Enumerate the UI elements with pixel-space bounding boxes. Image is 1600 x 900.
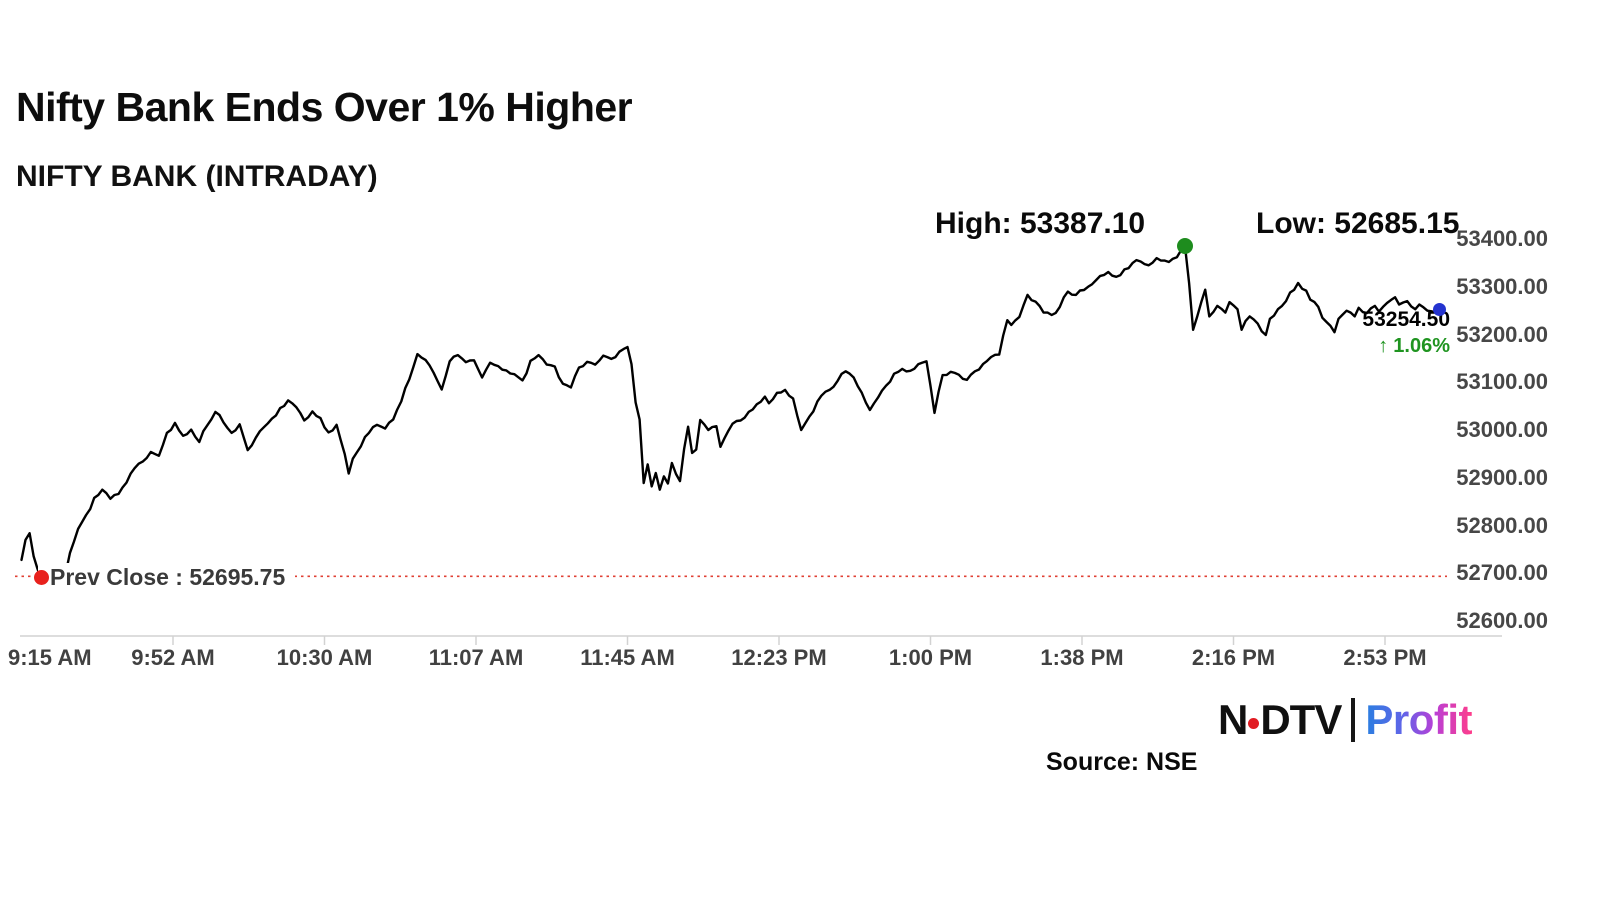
x-axis-tick-label: 2:16 PM [1191,645,1276,670]
x-axis-tick-label: 10:30 AM [276,645,373,670]
logo-separator-bar [1351,698,1356,742]
y-axis-tick-label: 52700.00 [1456,560,1548,586]
prev-close-label: Prev Close : 52695.75 [38,563,296,593]
x-axis-tick-label: 9:52 AM [131,645,215,670]
y-axis-tick-label: 53400.00 [1456,226,1548,251]
last-price-callout: 53254.50 ↑ 1.06% [1362,308,1450,358]
page-title: Nifty Bank Ends Over 1% Higher [16,84,633,130]
y-axis-tick-label: 52900.00 [1456,464,1548,490]
ndtv-logo-dtv: DTV [1260,696,1342,743]
x-axis-tick-label: 1:00 PM [888,645,973,670]
profit-logo-text: Profit [1365,696,1472,743]
x-axis-tick-label: 11:45 AM [580,645,675,670]
chart-subtitle: NIFTY BANK (INTRADAY) [16,160,378,193]
y-axis-tick-label: 53200.00 [1456,321,1548,347]
x-axis-tick-label: 1:38 PM [1040,645,1124,670]
y-axis-tick-label: 52800.00 [1456,512,1548,538]
high-annotation: High: 53387.10 [935,207,1146,240]
y-axis-tick-label: 53000.00 [1456,417,1548,442]
low-annotation: Low: 52685.15 [1256,207,1460,240]
x-axis-tick-label: 11:07 AM [428,645,524,670]
last-price-marker-dot [1433,302,1447,316]
ndtv-profit-logo: N DTV Profit [1218,696,1472,744]
y-axis-tick-label: 53100.00 [1456,369,1548,395]
open-low-marker-dot [34,569,50,585]
ndtv-logo-red-dot-icon [1248,717,1260,729]
x-axis-tick-label: 2:53 PM [1343,645,1427,670]
source-attribution: Source: NSE [1046,748,1198,776]
change-percent-value: 1.06% [1393,335,1450,357]
x-axis-tick-label: 9:15 AM [8,645,92,670]
ndtv-logo-n: N [1218,696,1248,743]
change-percent: ↑ 1.06% [1362,335,1450,358]
up-arrow-icon: ↑ [1378,335,1389,357]
ndtv-logo-text: N DTV [1218,696,1342,744]
y-axis-tick-label: 52600.00 [1456,608,1548,633]
last-price-value: 53254.50 [1362,308,1450,331]
day-high-marker-dot [1177,238,1194,255]
x-axis-tick-label: 12:23 PM [731,645,827,670]
y-axis-tick-label: 53300.00 [1456,273,1548,299]
